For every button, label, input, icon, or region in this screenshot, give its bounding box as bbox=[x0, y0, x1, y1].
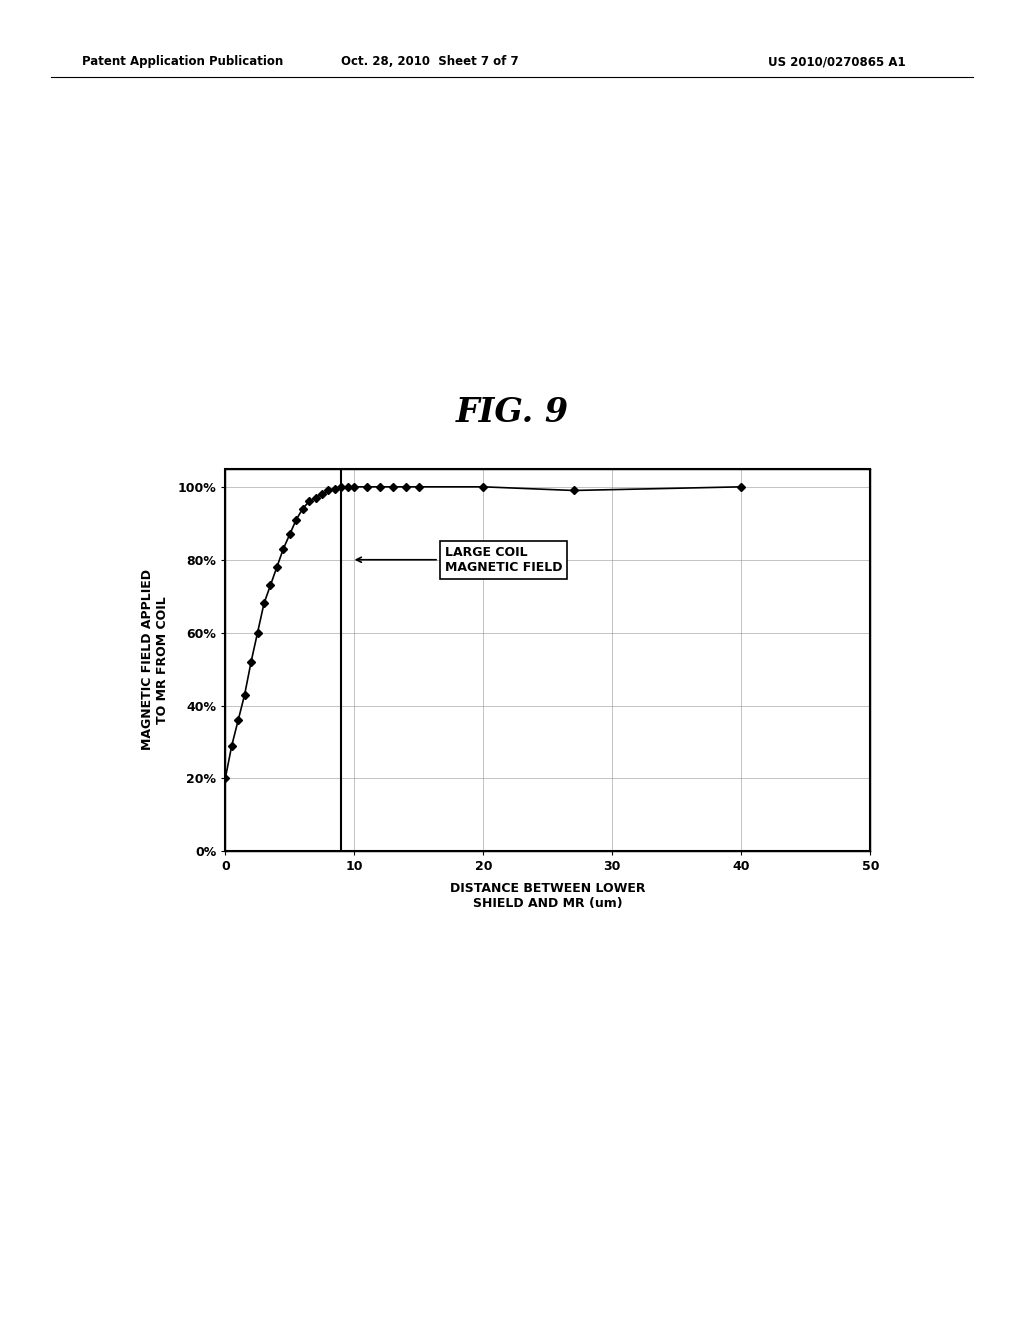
X-axis label: DISTANCE BETWEEN LOWER
SHIELD AND MR (um): DISTANCE BETWEEN LOWER SHIELD AND MR (um… bbox=[451, 882, 645, 909]
Text: Oct. 28, 2010  Sheet 7 of 7: Oct. 28, 2010 Sheet 7 of 7 bbox=[341, 55, 519, 69]
Text: FIG. 9: FIG. 9 bbox=[456, 396, 568, 429]
Text: US 2010/0270865 A1: US 2010/0270865 A1 bbox=[768, 55, 905, 69]
Text: Patent Application Publication: Patent Application Publication bbox=[82, 55, 284, 69]
Text: LARGE COIL
MAGNETIC FIELD: LARGE COIL MAGNETIC FIELD bbox=[356, 545, 562, 574]
Y-axis label: MAGNETIC FIELD APPLIED
TO MR FROM COIL: MAGNETIC FIELD APPLIED TO MR FROM COIL bbox=[141, 569, 169, 751]
